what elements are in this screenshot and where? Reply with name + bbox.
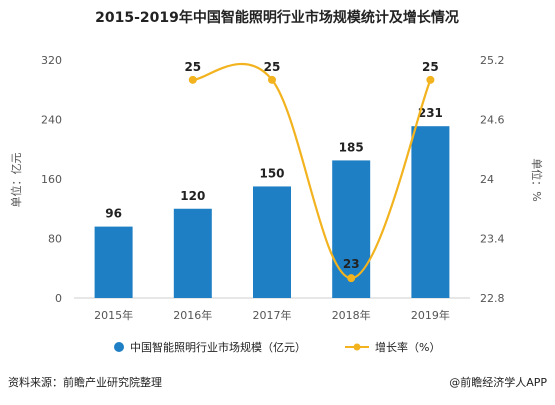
legend: 中国智能照明行业市场规模（亿元） 增长率（%） — [114, 340, 440, 354]
legend-bar-label: 中国智能照明行业市场规模（亿元） — [130, 340, 306, 354]
y-tick-label-right: 22.8 — [480, 292, 505, 305]
x-tick-label: 2017年 — [253, 308, 292, 322]
bar-labels: 96 120 150 185 231 — [105, 106, 443, 220]
rate-value-label: 23 — [343, 257, 360, 271]
legend-line-label: 增长率（%） — [375, 340, 440, 354]
rate-line — [192, 62, 432, 280]
bar-value-label: 150 — [259, 166, 284, 180]
y-tick-label-right: 24 — [480, 173, 494, 186]
legend-line-dot — [353, 343, 361, 351]
rate-point — [188, 75, 197, 84]
bar-2016年 — [173, 208, 212, 298]
rate-value-label: 25 — [422, 60, 439, 74]
rate-series: 25 25 23 25 — [184, 60, 439, 283]
bar-value-label: 185 — [339, 140, 364, 154]
bar-value-label: 120 — [180, 189, 205, 203]
source-note: 资料来源：前瞻产业研究院整理 — [8, 375, 162, 389]
y-axis-title: 单位：亿元 — [9, 153, 23, 208]
rate-point — [347, 274, 356, 283]
legend-bar-marker — [114, 342, 124, 352]
bar-value-label: 96 — [105, 207, 122, 221]
y-tick-label-right: 24.6 — [480, 114, 505, 127]
y-tick-label: 320 — [41, 54, 62, 67]
rate-value-label: 25 — [184, 60, 201, 74]
x-axis: 2015年 2016年 2017年 2018年 2019年 — [94, 308, 450, 322]
rate-point — [426, 75, 435, 84]
bar-2017年 — [253, 186, 291, 298]
y-tick-label: 240 — [41, 114, 62, 127]
rate-point — [268, 75, 276, 84]
chart-title: 2015-2019年中国智能照明行业市场规模统计及增长情况 — [95, 9, 459, 26]
x-tick-label: 2019年 — [411, 308, 450, 322]
rate-value-label: 25 — [264, 60, 281, 74]
y-axis-title-right: 单位：% — [530, 158, 544, 201]
bar-series — [94, 126, 450, 298]
x-tick-label: 2018年 — [332, 308, 371, 322]
credit-note: @前瞻经济学人APP — [449, 375, 547, 389]
x-tick-label: 2015年 — [94, 308, 133, 322]
bar-2019年 — [411, 126, 450, 298]
left-axis: 0 80 160 240 320 — [41, 54, 62, 305]
y-tick-label: 0 — [55, 292, 62, 305]
y-tick-label: 160 — [41, 173, 62, 186]
bar-value-label: 231 — [418, 106, 443, 120]
x-tick-label: 2016年 — [173, 308, 212, 322]
y-tick-label-right: 25.2 — [480, 54, 505, 67]
y-tick-label: 80 — [48, 233, 62, 246]
right-axis: 22.8 23.4 24 24.6 25.2 — [480, 54, 505, 305]
bar-2015年 — [94, 226, 133, 298]
y-tick-label-right: 23.4 — [480, 233, 505, 246]
